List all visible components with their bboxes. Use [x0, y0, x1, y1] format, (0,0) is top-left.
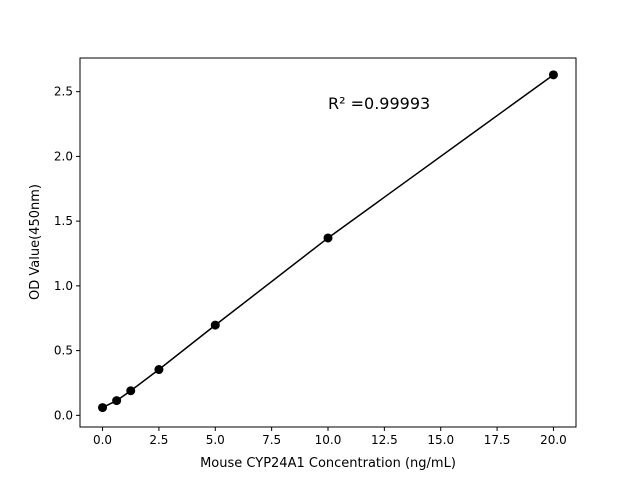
data-point: [323, 233, 333, 243]
x-tick-label: 15.0: [427, 433, 454, 447]
data-point: [154, 365, 164, 375]
y-tick-label: 0.5: [54, 344, 73, 358]
data-point: [98, 403, 108, 413]
y-tick-label: 2.0: [54, 149, 73, 163]
x-tick-label: 2.5: [149, 433, 168, 447]
data-point: [112, 396, 122, 406]
x-tick-label: 10.0: [315, 433, 342, 447]
y-tick-label: 2.5: [54, 85, 73, 99]
x-tick-label: 0.0: [93, 433, 112, 447]
data-point: [548, 70, 558, 80]
x-tick-label: 20.0: [540, 433, 567, 447]
y-tick-label: 0.0: [54, 408, 73, 422]
x-tick-label: 17.5: [484, 433, 511, 447]
y-axis-label: OD Value(450nm): [28, 184, 43, 300]
x-tick-label: 5.0: [206, 433, 225, 447]
data-point: [126, 386, 136, 396]
x-tick-label: 12.5: [371, 433, 398, 447]
y-tick-label: 1.0: [54, 279, 73, 293]
x-tick-label: 7.5: [262, 433, 281, 447]
y-tick-label: 1.5: [54, 214, 73, 228]
data-point: [210, 320, 220, 330]
r-squared-annotation: R² =0.99993: [328, 94, 430, 113]
x-axis-label: Mouse CYP24A1 Concentration (ng/mL): [200, 456, 456, 471]
plot-area: [79, 57, 577, 428]
